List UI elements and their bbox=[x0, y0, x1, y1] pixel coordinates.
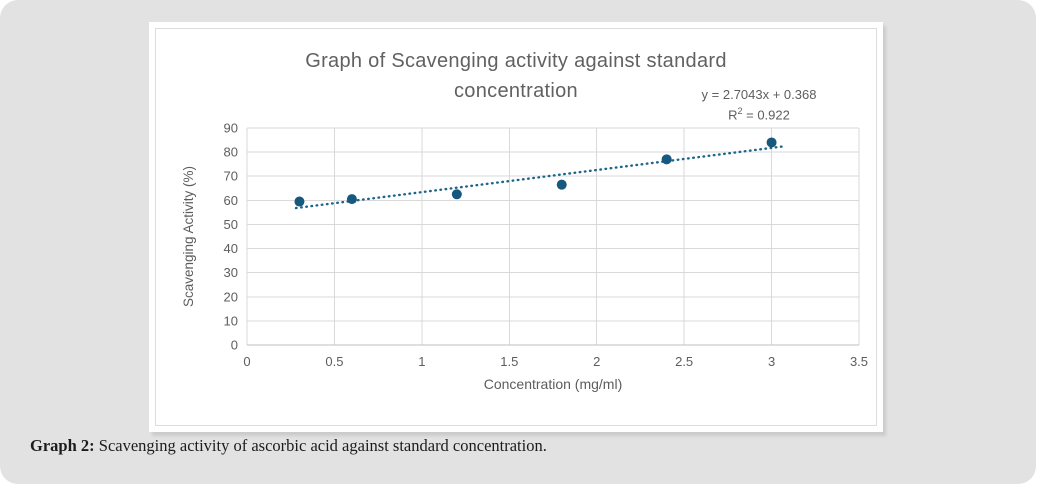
y-tick-label: 60 bbox=[224, 193, 238, 208]
data-point bbox=[451, 189, 462, 200]
r-squared-line: R2 = 0.922 bbox=[728, 106, 790, 123]
x-tick-label: 1 bbox=[418, 354, 425, 369]
data-point bbox=[294, 196, 305, 207]
chart-title-line-1: Graph of Scavenging activity against sta… bbox=[305, 50, 727, 72]
y-tick-label: 10 bbox=[224, 313, 238, 328]
x-axis-title: Concentration (mg/ml) bbox=[483, 376, 623, 392]
caption-text: Scavenging activity of ascorbic acid aga… bbox=[98, 436, 547, 455]
plot-area: 0 10 20 30 40 50 60 70 80 90 0 0.5 1 1.5 2 2.5 3 3.5 Scave… bbox=[181, 121, 868, 370]
data-point bbox=[766, 137, 777, 148]
trendline bbox=[294, 145, 784, 210]
y-tick-label: 90 bbox=[224, 121, 238, 136]
caption-label: Graph 2: bbox=[30, 436, 95, 455]
x-tick-label: 0 bbox=[243, 354, 250, 369]
x-tick-label: 2.5 bbox=[675, 354, 693, 369]
y-tick-label: 0 bbox=[231, 338, 238, 353]
y-axis-title: Scavenging Activity (%) bbox=[181, 166, 196, 307]
x-tick-label: 0.5 bbox=[325, 354, 343, 369]
y-tick-label: 50 bbox=[224, 217, 238, 232]
figure-caption: Graph 2: Scavenging activity of ascorbic… bbox=[30, 436, 547, 456]
chart-title: Graph of Scavenging activity against sta… bbox=[149, 46, 883, 106]
data-point bbox=[556, 179, 567, 190]
trendline-equation: y = 2.7043x + 0.368 R2 = 0.922 bbox=[649, 86, 869, 123]
y-tick-label: 30 bbox=[224, 265, 238, 280]
chart-panel: Graph of Scavenging activity against sta… bbox=[149, 22, 883, 432]
x-tick-label: 3.5 bbox=[850, 354, 868, 369]
equation-line: y = 2.7043x + 0.368 bbox=[701, 87, 817, 102]
x-tick-label: 2 bbox=[593, 354, 600, 369]
y-tick-label: 40 bbox=[224, 241, 238, 256]
y-tick-label: 80 bbox=[224, 145, 238, 160]
x-tick-label: 3 bbox=[768, 354, 775, 369]
r-squared-superscript: 2 bbox=[737, 106, 743, 116]
data-point bbox=[661, 154, 672, 165]
y-tick-label: 70 bbox=[224, 169, 238, 184]
x-tick-label: 1.5 bbox=[500, 354, 518, 369]
chart-title-line-2: concentration bbox=[454, 80, 578, 102]
data-point bbox=[346, 194, 357, 205]
y-tick-label: 20 bbox=[224, 289, 238, 304]
